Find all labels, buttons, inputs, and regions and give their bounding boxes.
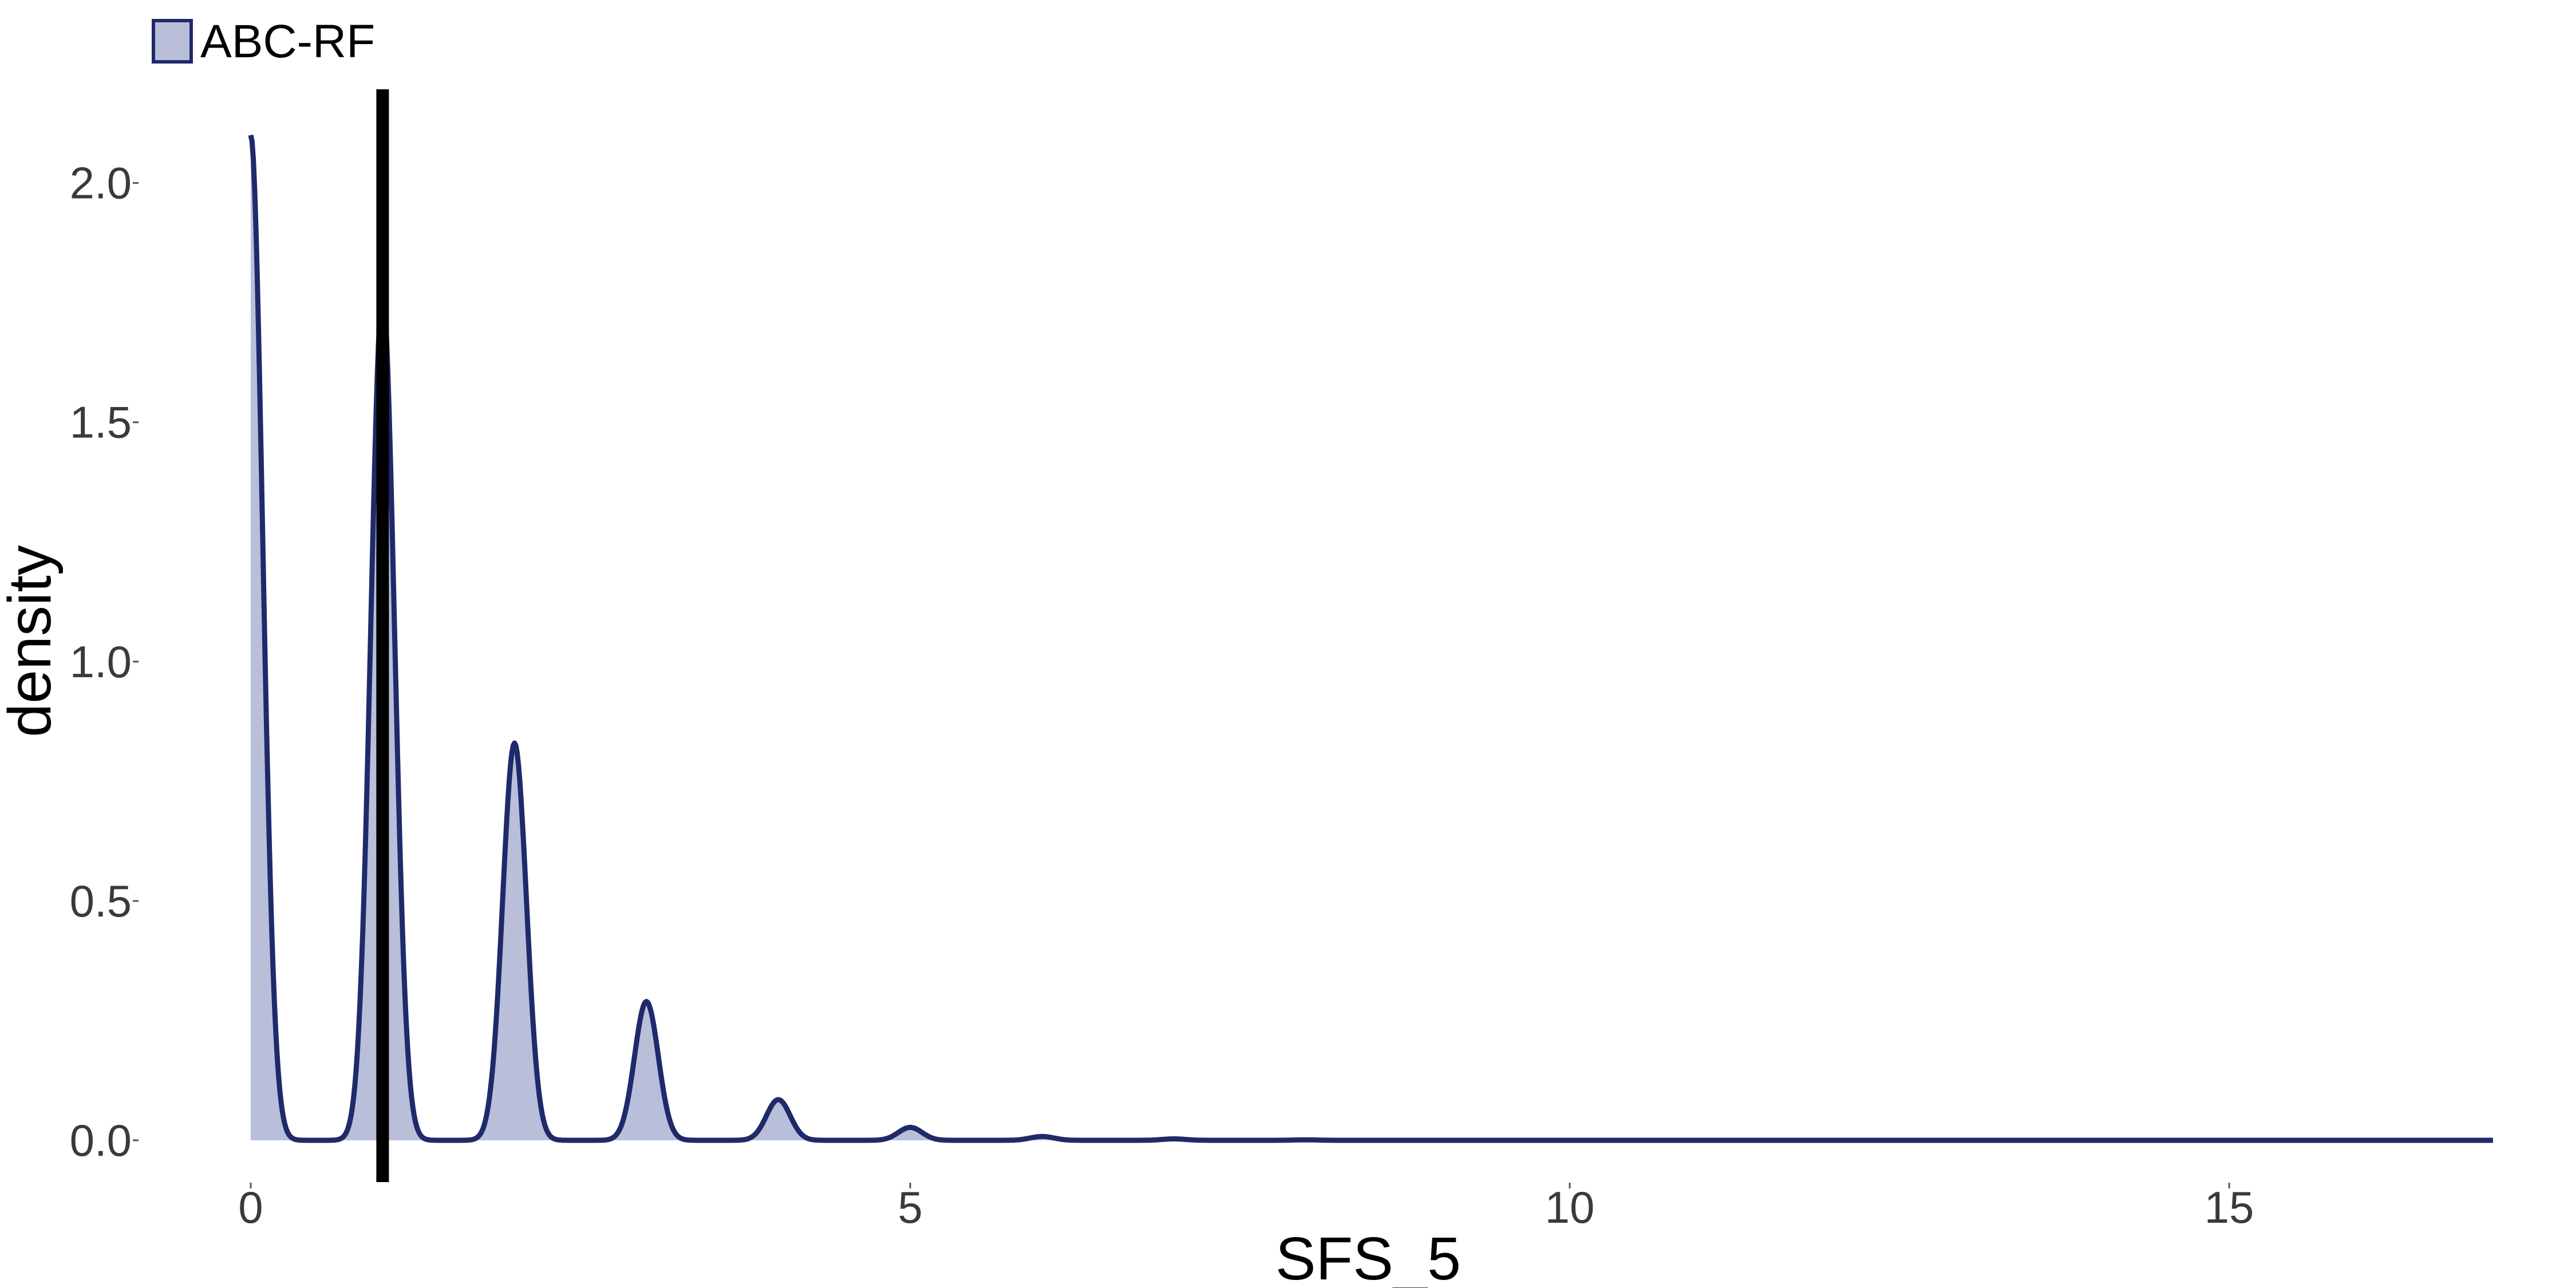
density-curve-line: [248, 135, 2495, 1143]
legend-key-abc-rf: [152, 19, 193, 64]
y-tick-label-2: 2.0: [70, 158, 132, 208]
y-tick-label-1: 1.0: [70, 637, 132, 687]
y-axis-ticks: 0.0 0.5 1.0 1.5 2.0: [70, 158, 139, 1165]
x-tick-label-10: 10: [1545, 1182, 1595, 1232]
y-tick-label-0: 0.0: [70, 1115, 132, 1165]
x-tick-label-5: 5: [898, 1182, 922, 1232]
x-tick-label-15: 15: [2204, 1182, 2254, 1232]
y-tick-label-0-5: 0.5: [70, 876, 132, 926]
legend-label-abc-rf: ABC-RF: [200, 15, 375, 68]
legend: ABC-RF: [152, 15, 375, 68]
x-axis-ticks: 0 5 10 15: [238, 1182, 2254, 1232]
x-axis-title: SFS_5: [1275, 1225, 1461, 1288]
x-tick-label-0: 0: [238, 1182, 263, 1232]
plot-area: [248, 89, 2495, 1182]
y-axis-title: density: [0, 545, 64, 737]
y-tick-label-1-5: 1.5: [70, 397, 132, 448]
